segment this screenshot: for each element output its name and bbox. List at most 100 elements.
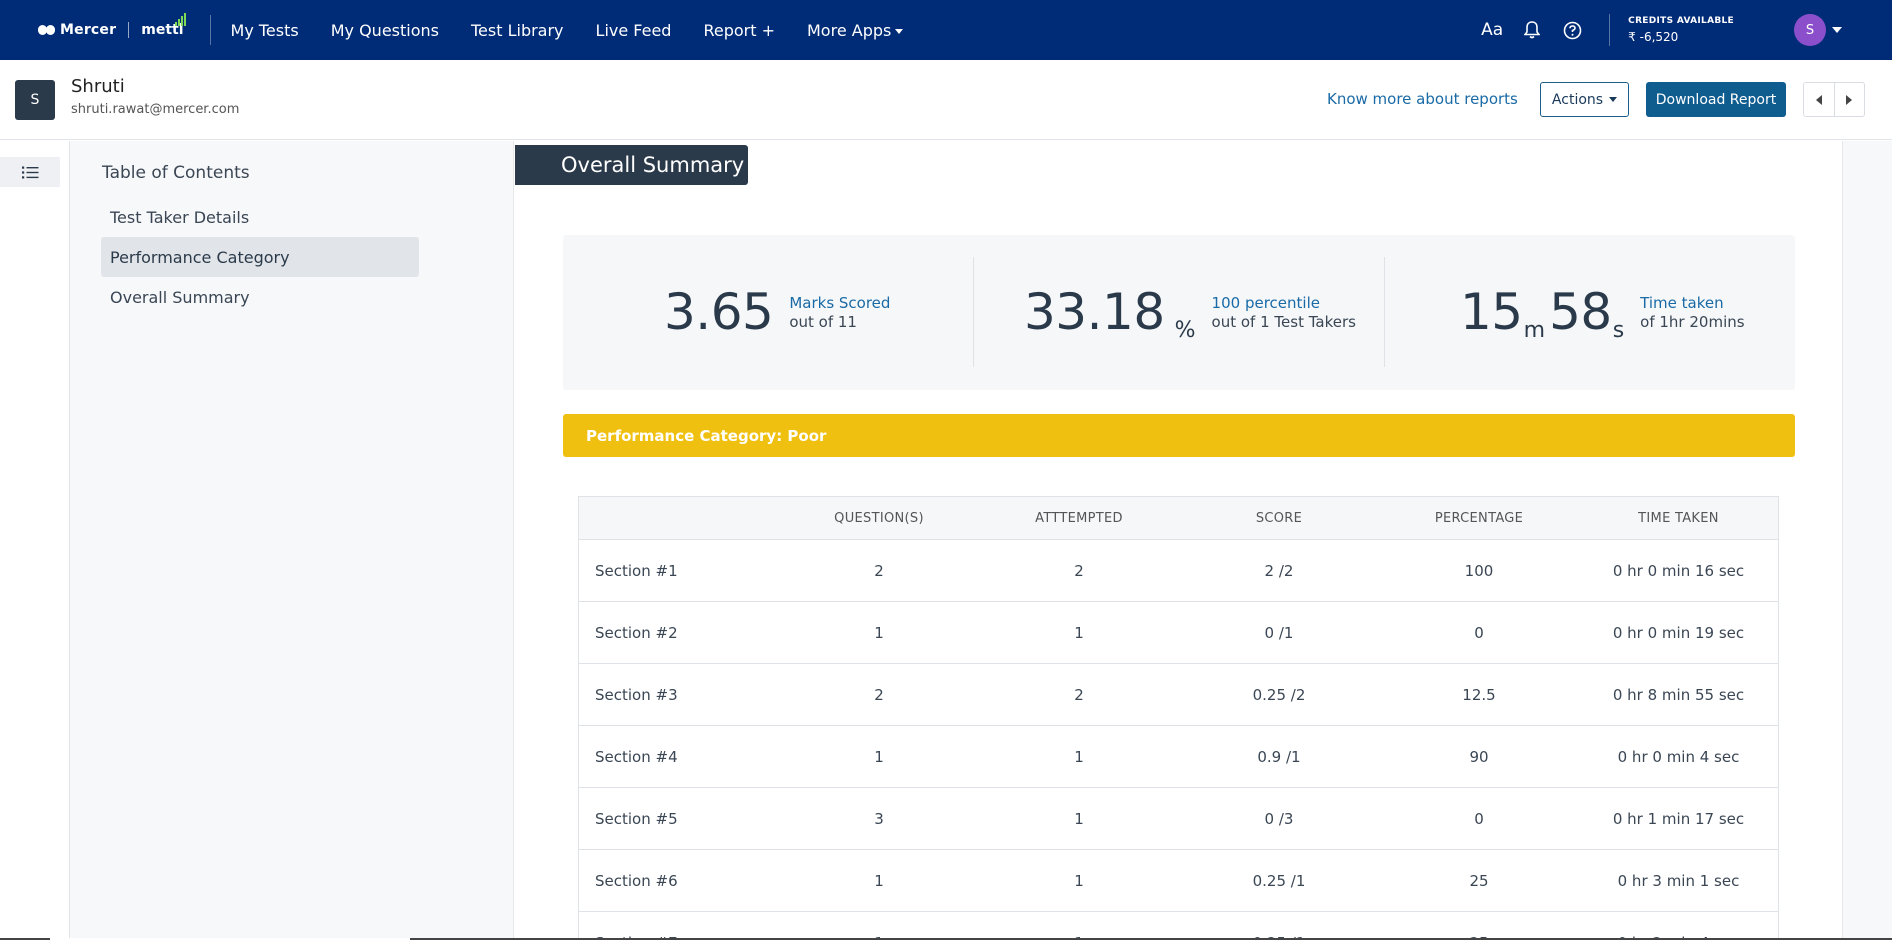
nav-live-feed[interactable]: Live Feed — [595, 20, 672, 40]
top-nav: Mercer mettl My Tests My Questions Test … — [0, 0, 1892, 60]
table-row: Section #3 2 2 0.25 /2 12.5 0 hr 8 min 55 sec — [579, 664, 1778, 726]
time-text: Time taken of 1hr 20mins — [1640, 294, 1744, 331]
nav-test-library[interactable]: Test Library — [470, 20, 564, 40]
help-icon[interactable] — [1561, 19, 1583, 41]
table-row: Section #5 3 1 0 /3 0 0 hr 1 min 17 sec — [579, 788, 1778, 850]
scrollbar-thumb-left[interactable] — [0, 938, 50, 940]
nav-my-questions[interactable]: My Questions — [330, 20, 439, 40]
percentage-cell: 25 — [1469, 871, 1489, 890]
time-taken-cell: 0 hr 0 min 19 sec — [1612, 623, 1745, 642]
nav-more-apps-label: More Apps — [807, 20, 892, 40]
section-name: Section #4 — [595, 747, 678, 766]
score-cell: 0.25 /1 — [1179, 912, 1379, 942]
questions-cell: 1 — [874, 747, 884, 766]
percent-value: 33.18 — [1024, 283, 1165, 341]
summary-divider — [1384, 257, 1385, 367]
credits-value: ₹ -6,520 — [1628, 30, 1679, 44]
time-seconds-unit: s — [1612, 318, 1625, 343]
actions-label: Actions — [1551, 91, 1604, 108]
caret-down-icon — [1609, 97, 1618, 102]
attempted-cell: 2 — [1074, 561, 1084, 580]
section-table: QUESTION(S) ATTTEMPTED SCORE PERCENTAGE … — [578, 496, 1779, 942]
percentage-cell: 12.5 — [1462, 685, 1496, 704]
time-minutes: 15 — [1460, 283, 1523, 341]
nav-report[interactable]: Report + — [703, 20, 775, 40]
prev-arrow-icon — [1815, 94, 1822, 105]
toc-item-overall-summary[interactable]: Overall Summary — [110, 287, 250, 307]
scrollbar-thumb[interactable] — [410, 938, 1892, 940]
table-of-contents: Table of Contents Test Taker Details Per… — [70, 141, 514, 942]
next-button[interactable] — [1835, 83, 1865, 116]
time-taken-cell: 0 hr 0 min 16 sec — [1612, 561, 1745, 580]
user-email: shruti.rawat@mercer.com — [71, 102, 240, 117]
attempted-cell: 1 — [1074, 623, 1084, 642]
credits-available: CREDITS AVAILABLE ₹ -6,520 — [1628, 16, 1734, 44]
marks-text: Marks Scored out of 11 — [789, 294, 890, 331]
column-header-attempted: ATTTEMPTED — [1035, 510, 1123, 526]
score-cell: 0 /3 — [1264, 809, 1294, 828]
time-taken-cell: 0 hr 2 min 4 sec — [1579, 912, 1778, 942]
time-taken-cell: 0 hr 8 min 55 sec — [1612, 685, 1745, 704]
time-taken-cell: 0 hr 1 min 17 sec — [1612, 809, 1745, 828]
nav-separator — [1609, 14, 1611, 46]
summary-divider — [973, 257, 974, 367]
percentile-summary: 33.18 % 100 percentile out of 1 Test Tak… — [1024, 257, 1356, 367]
score-cell: 0.9 /1 — [1257, 747, 1301, 766]
toc-toggle-button[interactable] — [0, 157, 60, 187]
brand-divider — [128, 22, 130, 38]
percentage-cell: 25 — [1379, 912, 1579, 942]
report-pager — [1803, 82, 1865, 117]
toc-item-performance-category[interactable]: Performance Category — [101, 237, 419, 277]
percentile-sub: out of 1 Test Takers — [1211, 312, 1356, 331]
table-body: Section #1 2 2 2 /2 100 0 hr 0 min 16 sec Sect… — [579, 540, 1778, 942]
time-label: Time taken — [1640, 293, 1724, 312]
summary-panel: 3.65 Marks Scored out of 11 33.18 % 100 … — [563, 235, 1795, 390]
brand-right-text: mettl — [141, 22, 184, 38]
questions-cell: 3 — [874, 809, 884, 828]
section-name: Section #6 — [595, 871, 678, 890]
bottom-scrollbar[interactable] — [0, 938, 1892, 942]
score-cell: 0.25 /1 — [1252, 871, 1306, 890]
attempted-cell: 1 — [1074, 809, 1084, 828]
user-name: Shruti — [71, 76, 125, 97]
section-name: Section #2 — [595, 623, 678, 642]
attempted-cell: 1 — [1074, 747, 1084, 766]
table-row: Section #2 1 1 0 /1 0 0 hr 0 min 19 sec — [579, 602, 1778, 664]
table-row: Section #1 2 2 2 /2 100 0 hr 0 min 16 sec — [579, 540, 1778, 602]
column-header-percentage: PERCENTAGE — [1434, 510, 1524, 526]
report-header: S Shruti shruti.rawat@mercer.com Know mo… — [0, 60, 1892, 140]
text-size-icon[interactable]: Aa — [1481, 20, 1504, 40]
download-report-button[interactable]: Download Report — [1646, 82, 1786, 117]
time-seconds: 58 — [1549, 283, 1612, 341]
report-content: Overall Summary 3.65 Marks Scored out of… — [515, 141, 1842, 942]
attempted-cell: 1 — [1074, 871, 1084, 890]
column-header-score: SCORE — [1255, 510, 1303, 526]
column-header — [579, 497, 779, 539]
table-header: QUESTION(S) ATTTEMPTED SCORE PERCENTAGE … — [579, 497, 1778, 540]
mercer-logo: Mercer — [38, 22, 116, 38]
section-title: Overall Summary — [515, 145, 748, 185]
percentile-label: 100 percentile — [1211, 293, 1320, 312]
toc-item-test-taker-details[interactable]: Test Taker Details — [110, 207, 250, 227]
section-name: Section #5 — [595, 809, 678, 828]
column-header-questions: QUESTION(S) — [834, 510, 924, 526]
prev-button[interactable] — [1804, 83, 1835, 116]
marks-value: 3.65 — [664, 283, 774, 341]
brand-logo[interactable]: Mercer mettl — [38, 0, 186, 60]
time-taken-cell: 0 hr 0 min 4 sec — [1617, 747, 1740, 766]
bell-icon[interactable] — [1521, 19, 1543, 41]
percentage-cell: 90 — [1469, 747, 1489, 766]
know-more-link[interactable]: Know more about reports — [1327, 90, 1518, 108]
user-avatar[interactable]: S — [1794, 14, 1826, 46]
questions-cell: 2 — [874, 685, 884, 704]
next-arrow-icon — [1846, 94, 1853, 105]
time-minutes-unit: m — [1523, 318, 1546, 343]
questions-cell: 1 — [874, 871, 884, 890]
marks-summary: 3.65 Marks Scored out of 11 — [664, 257, 890, 367]
actions-button[interactable]: Actions — [1540, 82, 1629, 117]
nav-more-apps[interactable]: More Apps — [807, 20, 904, 40]
questions-cell: 2 — [874, 561, 884, 580]
user-menu-caret-icon[interactable] — [1832, 27, 1842, 33]
mettl-logo: mettl — [141, 13, 186, 38]
nav-my-tests[interactable]: My Tests — [230, 20, 299, 40]
